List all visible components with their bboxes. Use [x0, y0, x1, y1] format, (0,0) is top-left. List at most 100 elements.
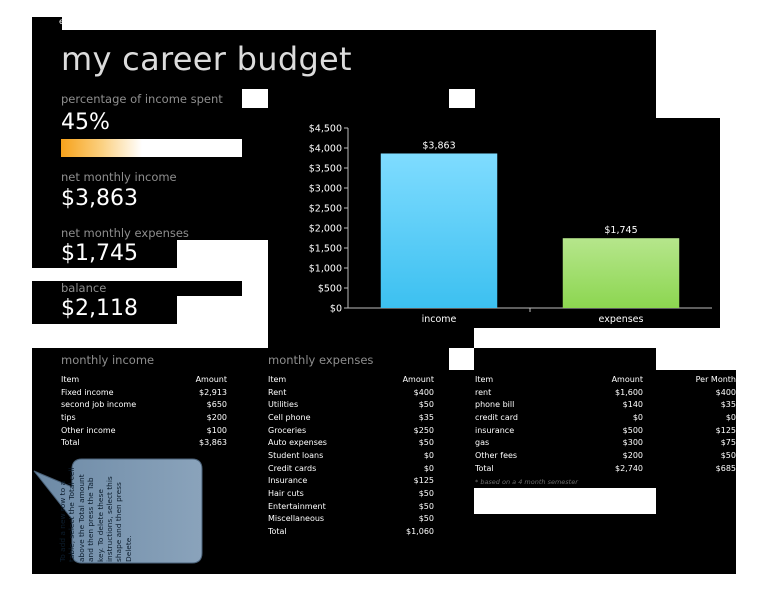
table-cell-per-month[interactable]: $125 [715, 425, 736, 435]
table-cell-amount[interactable]: $50 [418, 514, 434, 524]
table-cell-amount[interactable]: $650 [206, 400, 227, 410]
table-cell-amount[interactable]: $3,863 [199, 438, 227, 448]
table-cell-item[interactable]: rent [475, 387, 492, 397]
table-cell-amount[interactable]: $125 [413, 476, 434, 486]
column-header[interactable]: Amount [195, 374, 227, 384]
table-cell-amount[interactable]: $300 [622, 438, 643, 448]
table-row[interactable]: rent $1,600 $400 [475, 386, 736, 399]
table-row[interactable]: Utilities $50 [268, 398, 434, 411]
table-cell-per-month[interactable]: $400 [715, 387, 736, 397]
table-row[interactable]: Entertainment $50 [268, 500, 434, 513]
table-cell-item[interactable]: credit card [475, 412, 518, 422]
table-cell-amount[interactable]: $500 [622, 425, 643, 435]
column-header[interactable]: Item [475, 374, 494, 384]
table-cell-amount[interactable]: $50 [418, 489, 434, 499]
table-cell-per-month[interactable]: $0 [725, 412, 736, 422]
table-cell-item[interactable]: Total [268, 527, 287, 537]
expenses-value-band [32, 240, 177, 268]
table-row[interactable]: credit card $0 $0 [475, 411, 736, 424]
table-cell-amount[interactable]: $200 [206, 412, 227, 422]
sheet-tab-label[interactable]: e [59, 17, 64, 26]
table-cell-per-month[interactable]: $685 [715, 463, 736, 473]
table-cell-amount[interactable]: $35 [418, 412, 434, 422]
table-cell-per-month[interactable]: $50 [720, 450, 736, 460]
table-cell-item[interactable]: Other fees [475, 450, 518, 460]
table-cell-amount[interactable]: $0 [423, 463, 434, 473]
table-row[interactable]: insurance $500 $125 [475, 424, 736, 437]
table-cell-item[interactable]: second job income [61, 400, 137, 410]
table-row[interactable]: Other income $100 [61, 424, 227, 437]
table-cell-item[interactable]: Auto expenses [268, 438, 327, 448]
callout-shape[interactable] [32, 457, 207, 567]
table-row[interactable]: Groceries $250 [268, 424, 434, 437]
table-cell-item[interactable]: Cell phone [268, 412, 311, 422]
table-row[interactable]: Total $1,060 [268, 525, 434, 538]
table-cell-item[interactable]: Total [61, 438, 80, 448]
table-row[interactable]: gas $300 $75 [475, 436, 736, 449]
table-cell-item[interactable]: Other income [61, 425, 116, 435]
table-cell-amount[interactable]: $50 [418, 438, 434, 448]
table-cell-item[interactable]: Insurance [268, 476, 308, 486]
table-row[interactable]: Student loans $0 [268, 449, 434, 462]
table-row[interactable]: Auto expenses $50 [268, 436, 434, 449]
table-row[interactable]: Total $3,863 [61, 436, 227, 449]
table-cell-amount[interactable]: $400 [413, 387, 434, 397]
table-cell-amount[interactable]: $140 [622, 400, 643, 410]
table-row[interactable]: Cell phone $35 [268, 411, 434, 424]
budget-bar-chart[interactable]: $0 $500 $1,000 $1,500 $2,000 $2,500 $3,000 $3,5… [268, 118, 720, 328]
table-cell-item[interactable]: insurance [475, 425, 515, 435]
table-row[interactable]: Miscellaneous $50 [268, 513, 434, 526]
table-cell-item[interactable]: Hair cuts [268, 489, 304, 499]
table-cell-amount[interactable]: $50 [418, 501, 434, 511]
table-cell-item[interactable]: Miscellaneous [268, 514, 325, 524]
table-cell-per-month[interactable]: $35 [720, 400, 736, 410]
blank-cell-box[interactable] [474, 488, 656, 514]
chart-handle-left[interactable] [242, 89, 268, 108]
column-header[interactable]: Per Month [695, 374, 736, 384]
tables-panel-far-right [656, 370, 736, 574]
table-row[interactable]: Credit cards $0 [268, 462, 434, 475]
balance-value: $2,118 [61, 296, 138, 321]
table-cell-amount[interactable]: $0 [423, 450, 434, 460]
table-cell-item[interactable]: Fixed income [61, 387, 114, 397]
table-cell-amount[interactable]: $50 [418, 400, 434, 410]
table-cell-item[interactable]: tips [61, 412, 76, 422]
table-cell-amount[interactable]: $0 [632, 412, 643, 422]
table-cell-item[interactable]: Total [475, 463, 494, 473]
table-cell-per-month[interactable]: $75 [720, 438, 736, 448]
table-row[interactable]: Rent $400 [268, 386, 434, 399]
column-header[interactable]: Amount [611, 374, 643, 384]
table-row[interactable]: Insurance $125 [268, 475, 434, 488]
y-tick-label: $4,500 [309, 124, 342, 135]
table-cell-amount[interactable]: $2,740 [615, 463, 643, 473]
table-cell-item[interactable]: gas [475, 438, 490, 448]
table-cell-item[interactable]: Entertainment [268, 501, 326, 511]
table-row[interactable]: Total $2,740 $685 [475, 462, 736, 475]
table-cell-item[interactable]: Credit cards [268, 463, 317, 473]
x-tick-label: expenses [599, 314, 644, 325]
table-row[interactable]: tips $200 [61, 411, 227, 424]
table-cell-amount[interactable]: $100 [206, 425, 227, 435]
table-cell-item[interactable]: Groceries [268, 425, 307, 435]
column-header[interactable]: Item [268, 374, 287, 384]
table-handle[interactable] [449, 348, 474, 370]
table-cell-item[interactable]: Rent [268, 387, 287, 397]
table-row[interactable]: Hair cuts $50 [268, 487, 434, 500]
table-cell-amount[interactable]: $250 [413, 425, 434, 435]
table-row[interactable]: Other fees $200 $50 [475, 449, 736, 462]
column-header[interactable]: Amount [402, 374, 434, 384]
table-row[interactable]: phone bill $140 $35 [475, 398, 736, 411]
table-cell-amount[interactable]: $2,913 [199, 387, 227, 397]
table-cell-amount[interactable]: $200 [622, 450, 643, 460]
table-row[interactable]: Fixed income $2,913 [61, 386, 227, 399]
table-cell-amount[interactable]: $1,600 [615, 387, 643, 397]
chart-handle-right[interactable] [449, 89, 475, 108]
expenses-label: net monthly expenses [61, 226, 189, 240]
table-row[interactable]: second job income $650 [61, 398, 227, 411]
table-cell-item[interactable]: phone bill [475, 400, 515, 410]
table-cell-item[interactable]: Utilities [268, 400, 299, 410]
semester-note: * based on a 4 month semester [475, 478, 578, 486]
table-cell-amount[interactable]: $1,060 [406, 527, 434, 537]
column-header[interactable]: Item [61, 374, 80, 384]
table-cell-item[interactable]: Student loans [268, 450, 324, 460]
